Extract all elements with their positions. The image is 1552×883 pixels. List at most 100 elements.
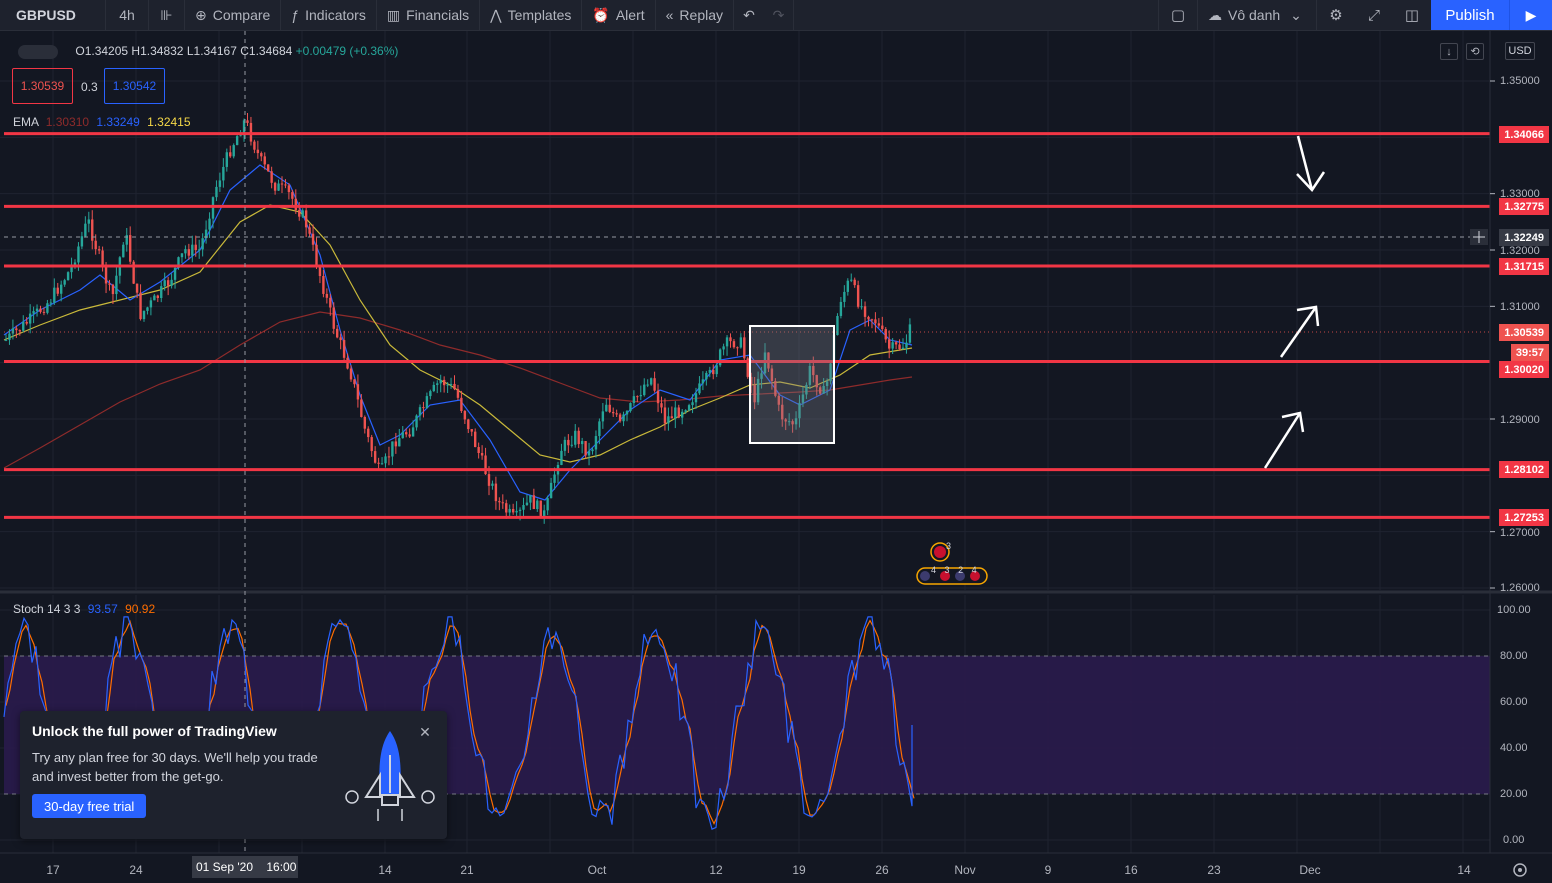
level-label: 1.34066 <box>1499 126 1549 143</box>
buy-button[interactable]: 1.30542 <box>104 68 165 104</box>
candle-body <box>532 495 536 510</box>
redo-button[interactable]: ↷ <box>764 0 795 30</box>
chart-type-button[interactable]: ⊪ <box>149 0 185 30</box>
candle-body <box>894 342 898 345</box>
candle-body <box>525 502 529 506</box>
candle-body <box>49 302 53 304</box>
candle-body <box>163 280 166 287</box>
candle-body <box>505 503 508 513</box>
close-button[interactable]: ✕ <box>415 724 435 742</box>
candle-body <box>470 429 473 432</box>
candle-body <box>304 210 308 228</box>
candle-body <box>774 381 777 396</box>
financials-button[interactable]: ▥ Financials <box>377 0 481 30</box>
price-tick: 1.26000 <box>1500 582 1540 594</box>
candle-body <box>436 383 439 385</box>
snapshot-button[interactable]: ◫ <box>1393 0 1431 30</box>
reset-button[interactable]: ⟲ <box>1466 43 1484 60</box>
candle-body <box>398 438 401 447</box>
crosshair-date-label: 01 Sep '20 16:00 <box>196 860 297 874</box>
candle-body <box>522 505 525 510</box>
candle-body <box>18 330 21 332</box>
replay-button[interactable]: «Replay <box>656 0 735 30</box>
arrow-up-drawing-1[interactable] <box>1279 305 1320 358</box>
visibility-toggle[interactable] <box>18 44 58 59</box>
rectangle-drawing[interactable] <box>749 325 835 444</box>
candle-body <box>153 295 156 301</box>
layout-name-dropdown[interactable]: ☁ Vô danh ⌄ <box>1197 0 1317 30</box>
candle-body <box>135 283 139 293</box>
candle-body <box>491 483 494 486</box>
candle-body <box>273 182 277 191</box>
candle-body <box>170 279 173 286</box>
sell-button[interactable]: 1.30539 <box>12 68 73 104</box>
interval-button[interactable]: 4h <box>106 0 149 30</box>
free-trial-button[interactable]: 30-day free trial <box>32 794 147 818</box>
candle-body <box>253 141 256 150</box>
candle-body <box>42 311 46 313</box>
candle-body <box>660 403 663 408</box>
series-legend: O1.34205 H1.34832 L1.34167 C1.34684 +0.0… <box>18 44 398 59</box>
arrow-down-drawing[interactable] <box>1296 135 1326 193</box>
undo-icon: ↶ <box>743 6 755 23</box>
candle-body <box>132 261 135 284</box>
ema-legend: EMA 1.30310 1.33249 1.32415 <box>13 115 191 129</box>
date-tick: 24 <box>129 863 143 877</box>
date-tick: Dec <box>1299 863 1321 877</box>
undo-button[interactable]: ↶ <box>734 0 764 30</box>
candle-body <box>646 384 649 386</box>
level-label: 1.30020 <box>1499 361 1549 378</box>
candle-body <box>339 337 342 341</box>
candle-body <box>277 183 280 191</box>
candle-body <box>298 210 301 217</box>
symbol-search-button[interactable]: GBPUSD <box>0 0 106 30</box>
candle-body <box>850 279 853 281</box>
date-tick: 9 <box>1044 863 1052 877</box>
scroll-down-button[interactable]: ↓ <box>1440 43 1458 60</box>
candle-body <box>73 262 77 265</box>
currency-button[interactable]: USD <box>1505 42 1535 60</box>
settings-gear-icon[interactable] <box>1513 863 1527 877</box>
publish-button[interactable]: Publish <box>1431 0 1509 30</box>
candle-body <box>11 328 15 334</box>
candle-body <box>718 349 722 366</box>
candle-body <box>373 451 377 463</box>
compare-button[interactable]: ⊕ Compare <box>185 0 282 30</box>
candle-body <box>629 403 632 412</box>
fullscreen-button[interactable]: ⤢ <box>1355 0 1393 30</box>
settings-button[interactable]: ⚙ <box>1317 0 1355 30</box>
candle-body <box>805 384 808 395</box>
fullscreen-layout-button[interactable]: ▢ <box>1158 0 1197 30</box>
economic-events[interactable] <box>916 542 988 585</box>
candle-body <box>477 447 480 454</box>
candle-body <box>825 381 829 386</box>
candle-body <box>467 419 470 430</box>
candle-body <box>346 357 349 369</box>
crosshair-plus-icon[interactable] <box>1470 229 1488 245</box>
candle-body <box>204 229 208 239</box>
price-tick: 1.31000 <box>1500 301 1540 313</box>
level-label: 1.28102 <box>1499 461 1549 478</box>
candle-body <box>567 439 570 446</box>
arrow-down-icon: ↓ <box>1446 45 1452 58</box>
candle-body <box>819 387 822 394</box>
indicators-button[interactable]: ƒ Indicators <box>281 0 377 30</box>
templates-button[interactable]: ⋀ Templates <box>480 0 583 30</box>
candle-body <box>549 482 553 499</box>
candle-body <box>267 164 270 172</box>
candle-body <box>446 384 449 386</box>
publish-dropdown-button[interactable]: ▶ <box>1509 0 1552 30</box>
candle-body <box>808 365 812 385</box>
date-tick: Oct <box>587 863 607 877</box>
candle-body <box>173 267 177 280</box>
promo-title: Unlock the full power of TradingView <box>32 723 277 739</box>
alert-button[interactable]: ⏰ Alert <box>582 0 656 30</box>
candle-body <box>453 383 456 390</box>
candle-body <box>80 236 84 247</box>
candle-body <box>294 198 297 211</box>
arrow-up-drawing-2[interactable] <box>1263 411 1305 469</box>
candle-body <box>498 501 501 503</box>
candle-body <box>342 340 346 358</box>
candle-body <box>687 405 691 411</box>
